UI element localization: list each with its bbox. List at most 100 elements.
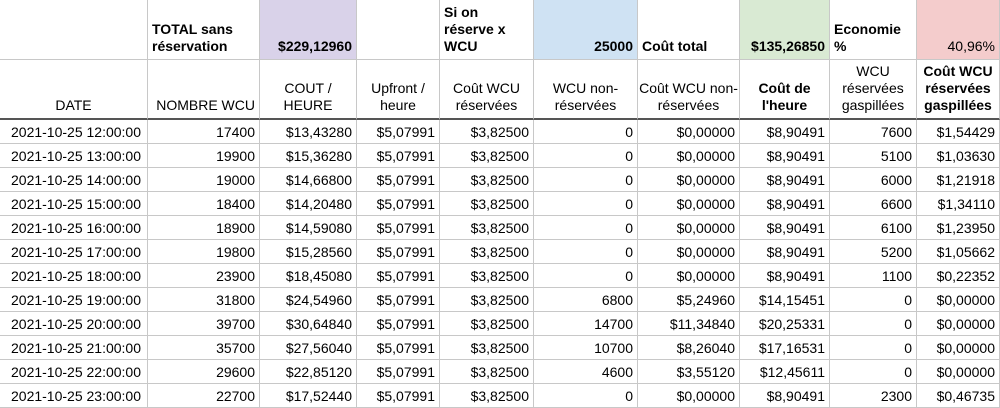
total-label-cell[interactable]: TOTAL sans réservation: [148, 0, 260, 60]
table-cell[interactable]: 0: [534, 192, 638, 216]
table-cell[interactable]: 19000: [148, 168, 260, 192]
table-cell[interactable]: 6800: [534, 288, 638, 312]
table-cell[interactable]: $8,90491: [740, 264, 830, 288]
table-cell[interactable]: $17,16531: [740, 336, 830, 360]
column-header-0[interactable]: DATE: [0, 60, 148, 120]
table-cell[interactable]: 29600: [148, 360, 260, 384]
table-cell[interactable]: 0: [534, 384, 638, 408]
table-cell[interactable]: $0,00000: [917, 312, 1000, 336]
table-cell[interactable]: $5,07991: [357, 384, 440, 408]
table-cell[interactable]: $8,90491: [740, 144, 830, 168]
date-cell[interactable]: 2021-10-25 20:00:00: [0, 312, 148, 336]
table-cell[interactable]: $0,00000: [638, 120, 740, 144]
table-cell[interactable]: $27,56040: [260, 336, 357, 360]
reserve-label-cell[interactable]: Si on réserve x WCU: [440, 0, 534, 60]
table-cell[interactable]: $3,82500: [440, 336, 534, 360]
column-header-6[interactable]: Coût WCU non-réservées: [638, 60, 740, 120]
table-cell[interactable]: $8,90491: [740, 240, 830, 264]
column-header-9[interactable]: Coût WCU réservées gaspillées: [917, 60, 1000, 120]
table-cell[interactable]: 6000: [830, 168, 917, 192]
table-cell[interactable]: $8,90491: [740, 384, 830, 408]
date-cell[interactable]: 2021-10-25 12:00:00: [0, 120, 148, 144]
table-cell[interactable]: $8,26040: [638, 336, 740, 360]
table-cell[interactable]: 17400: [148, 120, 260, 144]
cost-label-cell[interactable]: Coût total: [638, 0, 740, 60]
table-cell[interactable]: $3,82500: [440, 216, 534, 240]
table-cell[interactable]: $1,54429: [917, 120, 1000, 144]
table-cell[interactable]: 0: [830, 360, 917, 384]
table-cell[interactable]: $3,82500: [440, 384, 534, 408]
table-cell[interactable]: 22700: [148, 384, 260, 408]
table-cell[interactable]: $0,22352: [917, 264, 1000, 288]
date-cell[interactable]: 2021-10-25 18:00:00: [0, 264, 148, 288]
table-cell[interactable]: 4600: [534, 360, 638, 384]
table-cell[interactable]: $14,20480: [260, 192, 357, 216]
table-cell[interactable]: $0,00000: [638, 168, 740, 192]
table-cell[interactable]: $20,25331: [740, 312, 830, 336]
table-cell[interactable]: $3,82500: [440, 264, 534, 288]
table-cell[interactable]: 7600: [830, 120, 917, 144]
table-cell[interactable]: $17,52440: [260, 384, 357, 408]
table-cell[interactable]: $0,00000: [917, 288, 1000, 312]
date-cell[interactable]: 2021-10-25 17:00:00: [0, 240, 148, 264]
table-cell[interactable]: 10700: [534, 336, 638, 360]
column-header-7[interactable]: Coût de l'heure: [740, 60, 830, 120]
table-cell[interactable]: $24,54960: [260, 288, 357, 312]
table-cell[interactable]: $5,07991: [357, 264, 440, 288]
table-cell[interactable]: $12,45611: [740, 360, 830, 384]
table-cell[interactable]: $0,00000: [638, 240, 740, 264]
table-cell[interactable]: $5,07991: [357, 168, 440, 192]
table-cell[interactable]: $0,00000: [638, 192, 740, 216]
table-cell[interactable]: 14700: [534, 312, 638, 336]
table-cell[interactable]: $30,64840: [260, 312, 357, 336]
date-cell[interactable]: 2021-10-25 19:00:00: [0, 288, 148, 312]
table-cell[interactable]: $14,59080: [260, 216, 357, 240]
date-cell[interactable]: 2021-10-25 14:00:00: [0, 168, 148, 192]
summary-empty-cell[interactable]: [0, 0, 148, 60]
column-header-2[interactable]: COUT / HEURE: [260, 60, 357, 120]
table-cell[interactable]: $8,90491: [740, 168, 830, 192]
table-cell[interactable]: $8,90491: [740, 120, 830, 144]
table-cell[interactable]: $5,24960: [638, 288, 740, 312]
table-cell[interactable]: $3,82500: [440, 144, 534, 168]
reserve-value-cell[interactable]: 25000: [534, 0, 638, 60]
table-cell[interactable]: $0,00000: [638, 216, 740, 240]
table-cell[interactable]: $5,07991: [357, 288, 440, 312]
table-cell[interactable]: $0,00000: [917, 336, 1000, 360]
table-cell[interactable]: 0: [830, 336, 917, 360]
table-cell[interactable]: $0,00000: [638, 264, 740, 288]
table-cell[interactable]: $1,23950: [917, 216, 1000, 240]
table-cell[interactable]: $14,15451: [740, 288, 830, 312]
table-cell[interactable]: $0,00000: [638, 384, 740, 408]
table-cell[interactable]: $22,85120: [260, 360, 357, 384]
table-cell[interactable]: $15,36280: [260, 144, 357, 168]
table-cell[interactable]: $5,07991: [357, 120, 440, 144]
table-cell[interactable]: $5,07991: [357, 144, 440, 168]
table-cell[interactable]: 0: [534, 216, 638, 240]
column-header-1[interactable]: NOMBRE WCU: [148, 60, 260, 120]
economy-value-cell[interactable]: 40,96%: [917, 0, 1000, 60]
table-cell[interactable]: $5,07991: [357, 360, 440, 384]
date-cell[interactable]: 2021-10-25 13:00:00: [0, 144, 148, 168]
column-header-5[interactable]: WCU non-réservées: [534, 60, 638, 120]
table-cell[interactable]: 6600: [830, 192, 917, 216]
table-cell[interactable]: $13,43280: [260, 120, 357, 144]
table-cell[interactable]: 2300: [830, 384, 917, 408]
table-cell[interactable]: $11,34840: [638, 312, 740, 336]
table-cell[interactable]: $3,82500: [440, 288, 534, 312]
table-cell[interactable]: $8,90491: [740, 216, 830, 240]
table-cell[interactable]: 18900: [148, 216, 260, 240]
table-cell[interactable]: 35700: [148, 336, 260, 360]
table-cell[interactable]: 5100: [830, 144, 917, 168]
table-cell[interactable]: $1,03630: [917, 144, 1000, 168]
column-header-3[interactable]: Upfront / heure: [357, 60, 440, 120]
date-cell[interactable]: 2021-10-25 22:00:00: [0, 360, 148, 384]
table-cell[interactable]: 0: [534, 168, 638, 192]
table-cell[interactable]: $0,00000: [638, 144, 740, 168]
date-cell[interactable]: 2021-10-25 15:00:00: [0, 192, 148, 216]
table-cell[interactable]: 19900: [148, 144, 260, 168]
table-cell[interactable]: $3,82500: [440, 168, 534, 192]
table-cell[interactable]: $1,34110: [917, 192, 1000, 216]
table-cell[interactable]: 18400: [148, 192, 260, 216]
table-cell[interactable]: 0: [534, 264, 638, 288]
